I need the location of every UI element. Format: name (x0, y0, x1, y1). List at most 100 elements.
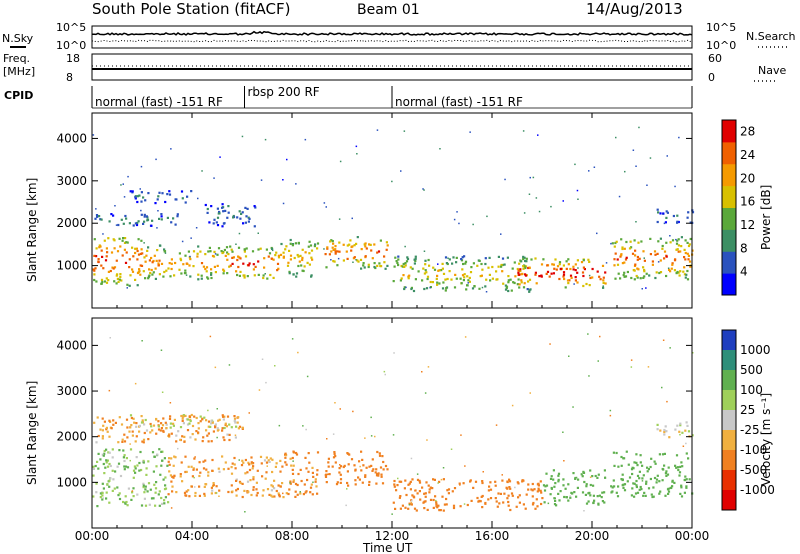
power-echo-cell (92, 134, 95, 136)
power-echo-cell (522, 257, 525, 261)
velocity-echo-cell (361, 458, 364, 461)
power-echo-cell (150, 268, 153, 272)
velocity-echo-cell (157, 428, 161, 431)
velocity-echo-cell (679, 433, 681, 436)
velocity-echo-cell (123, 440, 127, 443)
power-echo-cell (455, 277, 458, 280)
power-echo-cell (160, 218, 163, 221)
velocity-echo-cell (252, 465, 255, 468)
velocity-echo-cell (106, 483, 109, 486)
power-echo-cell (127, 175, 129, 178)
velocity-echo-cell (271, 470, 274, 474)
velocity-echo-cell (218, 470, 221, 473)
power-echo-cell (253, 225, 256, 228)
power-echo-cell (131, 246, 134, 249)
power-echo-cell (677, 250, 680, 253)
power-echo-cell (102, 267, 105, 270)
velocity-echo-cell (655, 481, 658, 484)
power-echo-cell (684, 239, 687, 242)
velocity-echo-cell (346, 488, 348, 490)
power-echo-cell (485, 291, 488, 293)
power-echo-cell (164, 200, 167, 204)
power-echo-cell (253, 274, 256, 277)
power-echo-cell (576, 259, 579, 262)
power-echo-cell (383, 255, 386, 258)
velocity-echo-cell (673, 481, 676, 484)
velocity-echo-cell (114, 421, 117, 424)
velocity-echo-cell (631, 487, 634, 490)
velocity-echo-cell (336, 481, 339, 484)
power-echo-cell (655, 271, 658, 274)
power-echo-cell (216, 216, 220, 219)
power-echo-cell (428, 264, 431, 267)
power-echo-cell (269, 273, 272, 277)
power-echo-cell (452, 256, 455, 259)
velocity-echo-cell (97, 434, 100, 438)
power-echo-cell (147, 192, 150, 195)
power-echo-cell (142, 270, 145, 273)
power-echo-cell (200, 262, 204, 265)
velocity-echo-cell (327, 461, 330, 464)
velocity-echo-cell (102, 462, 105, 466)
velocity-echo-cell (612, 479, 615, 482)
power-echo-cell (558, 261, 562, 264)
power-echo-cell (444, 289, 447, 292)
power-echo-cell (518, 273, 521, 276)
power-echo-cell (507, 279, 510, 282)
power-echo-cell (239, 257, 242, 260)
velocity-echo-cell (615, 491, 618, 494)
velocity-echo-cell (498, 502, 501, 505)
power-echo-cell (463, 255, 466, 258)
power-echo-cell (156, 249, 159, 252)
velocity-echo-cell (161, 424, 165, 427)
power-colorbar-swatch (722, 141, 736, 165)
velocity-echo-cell (304, 456, 307, 459)
velocity-echo-cell (265, 471, 268, 474)
power-echo-cell (109, 269, 112, 273)
velocity-echo-cell (163, 502, 166, 505)
velocity-echo-cell (333, 451, 336, 454)
velocity-echo-cell (158, 448, 161, 451)
power-echo-cell (691, 211, 695, 214)
velocity-echo-cell (273, 487, 276, 490)
velocity-echo-cell (140, 421, 144, 424)
power-echo-cell (429, 286, 431, 289)
power-echo-cell (108, 220, 111, 223)
power-echo-cell (670, 267, 673, 270)
power-echo-cell (238, 232, 241, 235)
velocity-echo-cell (423, 507, 426, 510)
velocity-echo-cell (391, 513, 393, 515)
velocity-colorbar-frame (721, 329, 737, 511)
velocity-echo-cell (679, 424, 682, 427)
power-echo-cell (469, 271, 473, 274)
velocity-echo-cell (260, 462, 263, 465)
velocity-echo-cell (138, 430, 141, 433)
velocity-echo-cell (668, 436, 671, 439)
velocity-echo-cell (142, 438, 146, 441)
velocity-echo-cell (613, 485, 616, 488)
velocity-echo-cell (665, 430, 668, 433)
velocity-echo-cell (583, 510, 585, 512)
power-echo-cell (180, 272, 183, 275)
power-echo-cell (634, 263, 637, 266)
velocity-echo-cell (135, 425, 138, 428)
power-echo-cell (205, 270, 208, 273)
velocity-echo-cell (452, 504, 456, 507)
power-echo-cell (107, 270, 110, 273)
velocity-echo-cell (427, 366, 430, 368)
velocity-echo-cell (617, 465, 620, 468)
power-echo-cell (107, 279, 110, 282)
velocity-echo-cell (353, 464, 356, 467)
velocity-echo-cell (155, 417, 158, 421)
velocity-echo-cell (662, 468, 665, 471)
power-echo-cell (124, 237, 127, 240)
power-echo-cell (100, 264, 103, 267)
velocity-echo-cell (173, 474, 176, 477)
velocity-echo-cell (138, 469, 141, 472)
velocity-echo-cell (453, 487, 457, 490)
velocity-echo-cell (358, 478, 361, 481)
velocity-echo-cell (221, 455, 224, 458)
power-echo-cell (463, 273, 466, 276)
power-echo-cell (206, 207, 209, 211)
velocity-echo-cell (661, 479, 664, 482)
